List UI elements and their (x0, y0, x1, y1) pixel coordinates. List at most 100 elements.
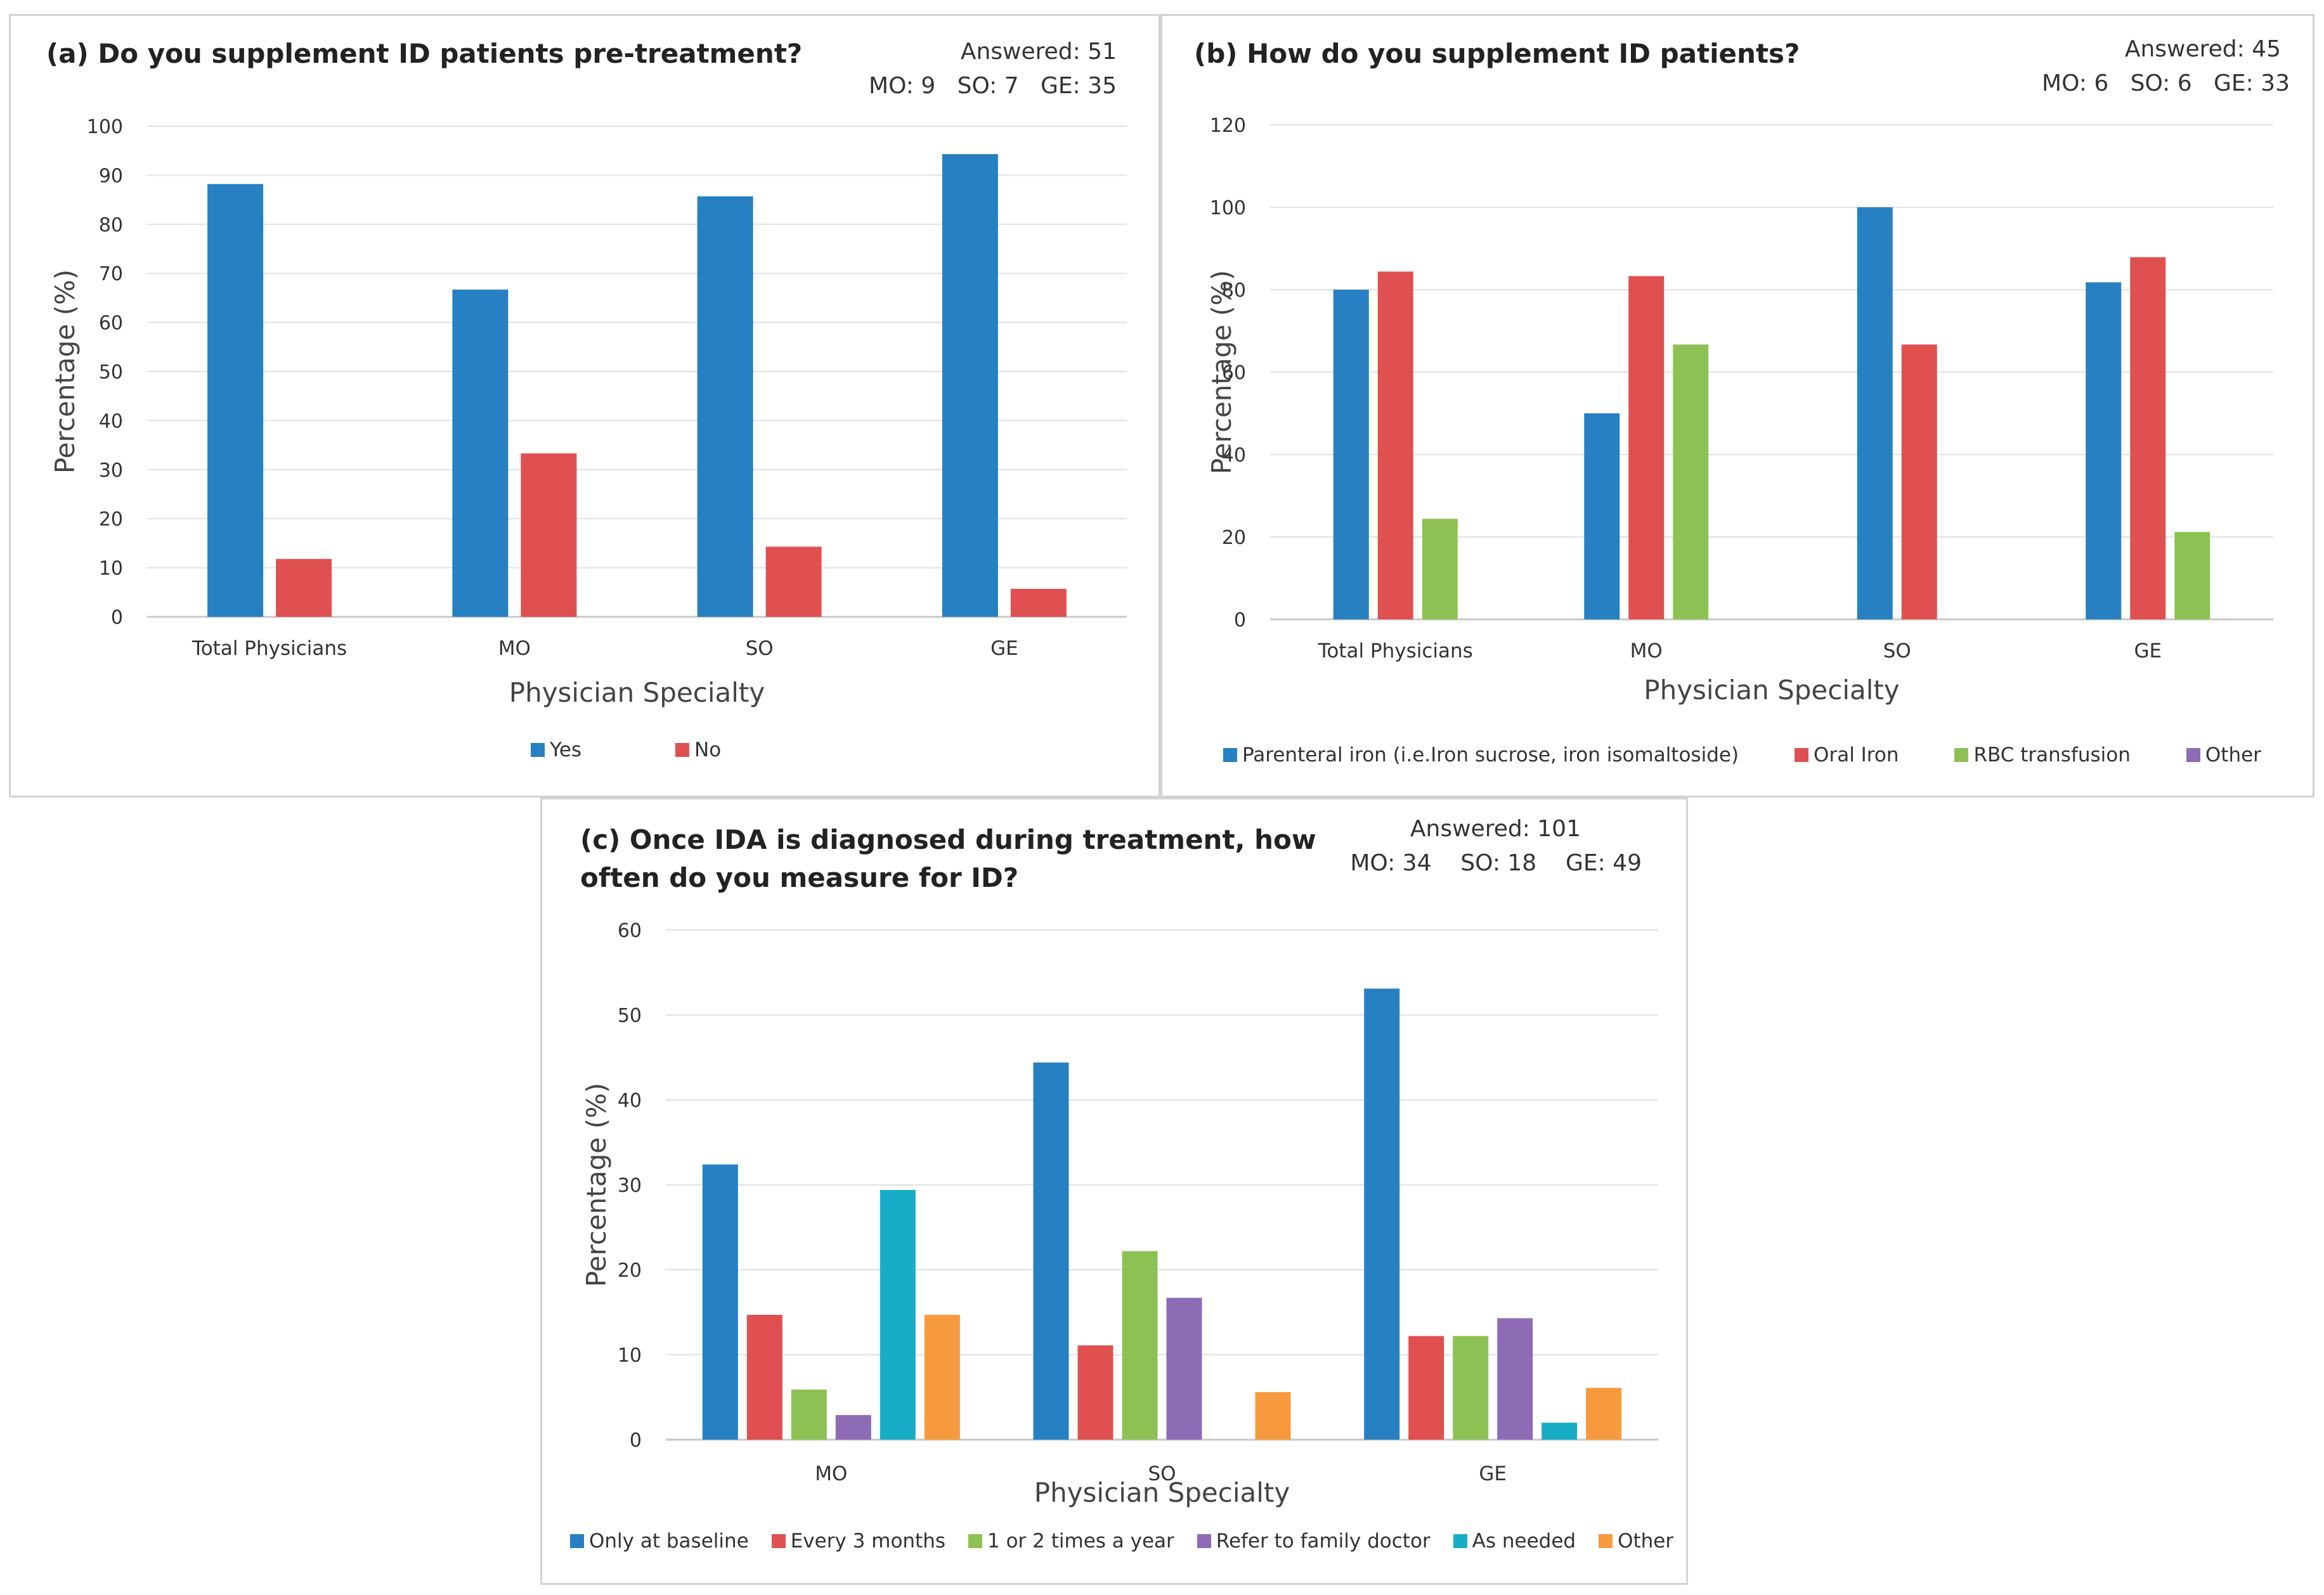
y-tick-label: 80 (99, 214, 123, 236)
bar-so-only-at-baseline (1033, 1062, 1069, 1440)
bar-so-other (1255, 1392, 1291, 1440)
y-tick-label: 100 (1210, 197, 1246, 219)
y-tick-label: 40 (99, 410, 123, 432)
bar-total-physicians-yes (207, 184, 264, 617)
bar-so-refer-to-family-doctor (1166, 1298, 1202, 1440)
legend-item-refer-to-family-doctor: Refer to family doctor (1197, 1530, 1431, 1553)
bar-ge-as-needed (1542, 1423, 1578, 1440)
legend-item-1-or-2-times-a-year: 1 or 2 times a year (968, 1530, 1174, 1553)
panel-b-counts: MO: 6 SO: 6 GE: 33 (2042, 70, 2290, 96)
legend-label: Other (2205, 744, 2261, 766)
bar-total-physicians-no (276, 559, 332, 617)
legend-swatch (675, 743, 690, 757)
y-tick-label: 70 (99, 263, 123, 285)
panel-c-answered: Answered: 101 (1410, 816, 1581, 842)
x-axis-label: Physician Specialty (509, 677, 765, 708)
y-tick-label: 60 (99, 313, 123, 335)
legend-label: Only at baseline (589, 1530, 749, 1553)
legend-label: Refer to family doctor (1216, 1530, 1431, 1553)
y-axis-label: Percentage (%) (1206, 270, 1237, 474)
bar-mo-1-or-2-times-a-year (791, 1389, 827, 1440)
x-tick-label: GE (2134, 640, 2162, 662)
legend-swatch (570, 1534, 584, 1548)
legend-label: Yes (550, 739, 582, 761)
bar-ge-no (1010, 588, 1067, 617)
y-axis-label: Percentage (%) (49, 269, 81, 474)
legend-label: No (694, 739, 722, 761)
x-tick-label: Total Physicians (1318, 640, 1473, 662)
legend-label: Every 3 months (790, 1530, 946, 1553)
bar-mo-yes (452, 289, 509, 617)
legend-swatch (1197, 1534, 1211, 1548)
legend-swatch (1453, 1534, 1467, 1548)
legend-swatch (2186, 748, 2200, 762)
legend-label: As needed (1472, 1530, 1576, 1553)
panel-c-title-line2: often do you measure for ID? (580, 862, 1019, 893)
bar-ge-rbc-transfusion (2174, 532, 2210, 619)
y-tick-label: 30 (618, 1175, 642, 1197)
legend-item-parenteral-iron-i-e-iron-sucrose-iron-isomaltoside: Parenteral iron (i.e.Iron sucrose, iron … (1223, 744, 1739, 766)
bar-mo-refer-to-family-doctor (835, 1415, 871, 1440)
panel-b-title: (b) How do you supplement ID patients? (1194, 38, 1800, 69)
bar-so-oral-iron (1901, 344, 1937, 619)
y-axis-label: Percentage (%) (581, 1083, 612, 1287)
x-axis-label: Physician Specialty (1644, 675, 1899, 706)
bar-ge-every-3-months (1408, 1336, 1444, 1440)
chart-b: 0 20 40 60 80 100 120 Total Physicians MO SO GE Phy… (1206, 115, 2273, 706)
legend-item-as-needed: As needed (1453, 1530, 1576, 1553)
bar-ge-oral-iron (2130, 257, 2166, 619)
bar-ge-1-or-2-times-a-year (1453, 1336, 1489, 1440)
y-tick-label: 60 (1222, 362, 1246, 384)
bar-mo-no (521, 453, 577, 617)
bar-so-parenteral-iron-i-e-iron-sucrose-iron-isomaltoside (1857, 207, 1893, 619)
bar-total-physicians-rbc-transfusion (1422, 519, 1458, 619)
bar-mo-other (924, 1315, 960, 1440)
x-axis-label: Physician Specialty (1034, 1477, 1290, 1508)
y-tick-label: 10 (99, 558, 123, 580)
bar-total-physicians-oral-iron (1377, 271, 1413, 619)
y-tick-label: 0 (1234, 609, 1246, 631)
y-tick-label: 10 (618, 1345, 642, 1367)
legend-label: Oral Iron (1814, 744, 1899, 766)
panel-a: (a) Do you supplement ID patients pre-tr… (9, 14, 1160, 798)
bar-mo-oral-iron (1628, 276, 1665, 619)
panel-a-counts: MO: 9 SO: 7 GE: 35 (869, 73, 1117, 99)
y-tick-label: 40 (618, 1090, 642, 1112)
legend-swatch (771, 1534, 786, 1548)
x-tick-label: MO (498, 637, 531, 660)
x-tick-label: GE (990, 637, 1018, 660)
legend-label: Parenteral iron (i.e.Iron sucrose, iron … (1242, 744, 1739, 766)
legend-item-only-at-baseline: Only at baseline (570, 1530, 749, 1553)
bar-total-physicians-parenteral-iron-i-e-iron-sucrose-iron-isomaltoside (1333, 290, 1369, 619)
chart-a: 0 10 20 30 40 50 60 70 80 90 100 Total Physicians MO… (49, 116, 1127, 708)
bar-so-every-3-months (1077, 1345, 1113, 1440)
bar-ge-yes (942, 154, 998, 617)
y-tick-label: 50 (618, 1005, 642, 1027)
y-tick-label: 30 (99, 460, 123, 482)
panel-b-answered: Answered: 45 (2124, 36, 2281, 62)
legend-swatch (968, 1534, 983, 1548)
bar-ge-parenteral-iron-i-e-iron-sucrose-iron-isomaltoside (2086, 282, 2122, 619)
legend-swatch (1599, 1534, 1613, 1548)
x-tick-label: SO (1148, 1463, 1176, 1485)
legend-item-oral-iron: Oral Iron (1795, 744, 1899, 766)
bar-so-yes (697, 196, 753, 617)
legend-item-yes: Yes (531, 739, 581, 761)
legend-label: RBC transfusion (1973, 744, 2131, 766)
y-tick-label: 100 (87, 116, 123, 138)
bar-mo-parenteral-iron-i-e-iron-sucrose-iron-isomaltoside (1584, 413, 1620, 619)
y-tick-label: 20 (618, 1260, 642, 1282)
legend-swatch (531, 743, 545, 757)
legend-item-rbc-transfusion: RBC transfusion (1954, 744, 2131, 766)
x-tick-label: MO (1630, 640, 1663, 662)
y-tick-label: 120 (1210, 115, 1246, 137)
panel-c-title-line1: (c) Once IDA is diagnosed during treatme… (580, 824, 1316, 855)
legend-label: Other (1618, 1530, 1674, 1553)
legend-swatch (1223, 748, 1237, 762)
y-tick-label: 40 (1222, 444, 1246, 467)
bar-mo-rbc-transfusion (1673, 344, 1709, 619)
bar-ge-refer-to-family-doctor (1497, 1318, 1533, 1440)
panel-a-title: (a) Do you supplement ID patients pre-tr… (46, 38, 803, 69)
legend-swatch (1795, 748, 1809, 762)
bar-mo-as-needed (880, 1190, 916, 1440)
